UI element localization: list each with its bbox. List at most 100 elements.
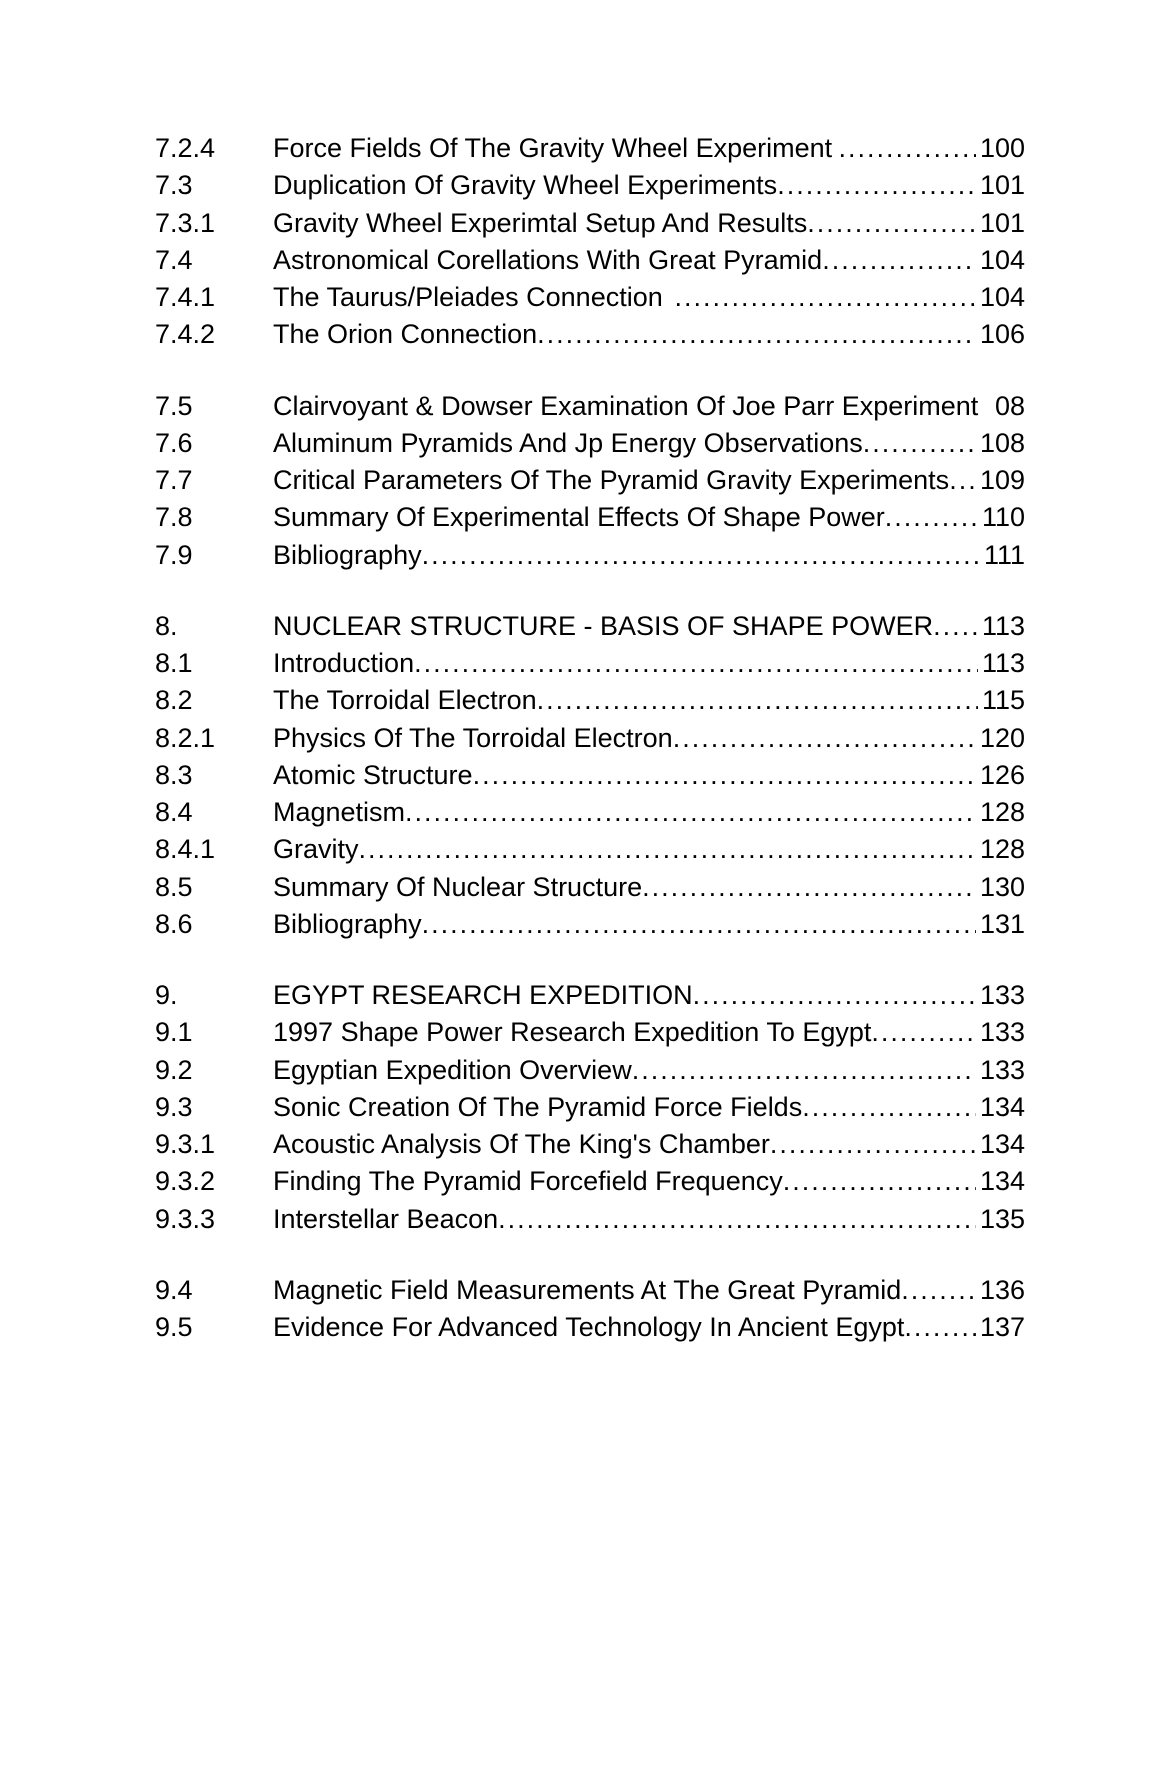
toc-entry-number: 7.5	[155, 388, 273, 425]
toc-leader-dots	[422, 537, 980, 574]
toc-entry-title: The Torroidal Electron	[273, 682, 537, 719]
toc-leader-dots	[770, 1126, 976, 1163]
toc-entry-number: 9.5	[155, 1309, 273, 1346]
toc-entry-number: 8.3	[155, 757, 273, 794]
toc-leader-dots	[901, 1272, 976, 1309]
toc-entry: 9.EGYPT RESEARCH EXPEDITION133	[155, 977, 1025, 1014]
toc-entry-title: Summary Of Nuclear Structure	[273, 869, 642, 906]
toc-entry: 9.5Evidence For Advanced Technology In A…	[155, 1309, 1025, 1346]
toc-entry-number: 8.5	[155, 869, 273, 906]
toc-leader-dots	[693, 977, 976, 1014]
toc-entry-title: Gravity Wheel Experimtal Setup And Resul…	[273, 205, 807, 242]
toc-entry: 9.3Sonic Creation Of The Pyramid Force F…	[155, 1089, 1025, 1126]
toc-entry: 7.2.4Force Fields Of The Gravity Wheel E…	[155, 130, 1025, 167]
toc-entry-page: 106	[976, 316, 1025, 353]
toc-entry-page: 133	[976, 1052, 1025, 1089]
toc-entry-number: 8.1	[155, 645, 273, 682]
toc-entry-title: Atomic Structure	[273, 757, 473, 794]
toc-entry: 7.4Astronomical Corellations With Great …	[155, 242, 1025, 279]
toc-entry-number: 7.4.2	[155, 316, 273, 353]
toc-entry-page: 108	[976, 425, 1025, 462]
toc-entry-page: 126	[976, 757, 1025, 794]
toc-leader-dots	[473, 757, 976, 794]
toc-entry-page: 128	[976, 794, 1025, 831]
toc-leader-dots	[359, 831, 976, 868]
toc-entry-title: Acoustic Analysis Of The King's Chamber	[273, 1126, 770, 1163]
toc-leader-dots	[822, 242, 976, 279]
toc-entry-number: 8.	[155, 608, 273, 645]
toc-leader-dots	[904, 1309, 976, 1346]
toc-entry-page: 135	[976, 1201, 1025, 1238]
toc-entry-number: 7.3	[155, 167, 273, 204]
toc-leader-dots	[405, 794, 976, 831]
toc-entry: 7.8Summary Of Experimental Effects Of Sh…	[155, 499, 1025, 536]
toc-entry-title: Magnetism	[273, 794, 405, 831]
toc-entry-title: Finding The Pyramid Forcefield Frequency	[273, 1163, 783, 1200]
toc-entry-title: Bibliography	[273, 537, 422, 574]
toc-entry: 8.2The Torroidal Electron115	[155, 682, 1025, 719]
toc-entry-title: Evidence For Advanced Technology In Anci…	[273, 1309, 904, 1346]
toc-entry-page: 136	[976, 1272, 1025, 1309]
toc-entry-page: 133	[976, 1014, 1025, 1051]
toc-entry-title: Astronomical Corellations With Great Pyr…	[273, 242, 822, 279]
toc-entry-page: 134	[976, 1089, 1025, 1126]
toc-entry: 7.5Clairvoyant & Dowser Examination Of J…	[155, 388, 1025, 425]
toc-entry: 9.4Magnetic Field Measurements At The Gr…	[155, 1272, 1025, 1309]
toc-leader-dots	[537, 316, 976, 353]
toc-entry: 9.3.2Finding The Pyramid Forcefield Freq…	[155, 1163, 1025, 1200]
toc-entry-page: 131	[976, 906, 1025, 943]
toc-leader-dots	[673, 720, 976, 757]
toc-entry-title: Critical Parameters Of The Pyramid Gravi…	[273, 462, 949, 499]
toc-entry: 7.6Aluminum Pyramids And Jp Energy Obser…	[155, 425, 1025, 462]
toc-entry-number: 9.2	[155, 1052, 273, 1089]
toc-entry-number: 8.2.1	[155, 720, 273, 757]
toc-group: 9.4Magnetic Field Measurements At The Gr…	[155, 1272, 1025, 1347]
toc-leader-dots	[642, 869, 976, 906]
toc-entry-page: 137	[976, 1309, 1025, 1346]
toc-entry-title: EGYPT RESEARCH EXPEDITION	[273, 977, 693, 1014]
toc-entry-title: Duplication Of Gravity Wheel Experiments	[273, 167, 777, 204]
toc-entry-title: Interstellar Beacon	[273, 1201, 498, 1238]
toc-group: 8.NUCLEAR STRUCTURE - BASIS OF SHAPE POW…	[155, 608, 1025, 943]
toc-entry-number: 7.9	[155, 537, 273, 574]
toc-entry-title: Magnetic Field Measurements At The Great…	[273, 1272, 901, 1309]
toc-entry-page: 133	[976, 977, 1025, 1014]
toc-leader-dots	[783, 1163, 976, 1200]
toc-entry-number: 7.4.1	[155, 279, 273, 316]
toc-entry: 8.5Summary Of Nuclear Structure130	[155, 869, 1025, 906]
toc-entry: 9.11997 Shape Power Research Expedition …	[155, 1014, 1025, 1051]
toc-leader-dots	[949, 462, 976, 499]
toc-entry-number: 9.3.1	[155, 1126, 273, 1163]
toc-entry-page: 134	[976, 1126, 1025, 1163]
toc-entry-number: 9.4	[155, 1272, 273, 1309]
toc-leader-dots	[802, 1089, 976, 1126]
toc-entry-title: Sonic Creation Of The Pyramid Force Fiel…	[273, 1089, 802, 1126]
toc-entry-title: Physics Of The Torroidal Electron	[273, 720, 673, 757]
toc-leader-dots	[838, 130, 976, 167]
toc-entry: 7.3.1Gravity Wheel Experimtal Setup And …	[155, 205, 1025, 242]
toc-entry: 7.7Critical Parameters Of The Pyramid Gr…	[155, 462, 1025, 499]
toc-entry-title: Gravity	[273, 831, 359, 868]
toc-entry-page: 113	[978, 608, 1025, 645]
toc-entry-number: 9.1	[155, 1014, 273, 1051]
toc-entry-page: 110	[978, 499, 1025, 536]
toc-entry-number: 9.3.2	[155, 1163, 273, 1200]
toc-entry-number: 8.4	[155, 794, 273, 831]
toc-entry: 8.2.1Physics Of The Torroidal Electron12…	[155, 720, 1025, 757]
toc-entry-page: 111	[980, 537, 1025, 574]
toc-entry: 7.4.1The Taurus/Pleiades Connection104	[155, 279, 1025, 316]
toc-leader-dots	[871, 1014, 976, 1051]
toc-entry: 7.9Bibliography 111	[155, 537, 1025, 574]
toc-leader-dots	[885, 499, 978, 536]
toc-entry: 8.3Atomic Structure 126	[155, 757, 1025, 794]
toc-entry-page: 08	[991, 388, 1025, 425]
toc-entry-page: 128	[976, 831, 1025, 868]
toc-leader-dots	[498, 1201, 976, 1238]
toc-entry: 9.2Egyptian Expedition Overview133	[155, 1052, 1025, 1089]
toc-entry: 8.4.1Gravity128	[155, 831, 1025, 868]
toc-leader-dots	[777, 167, 976, 204]
toc-entry-number: 9.3.3	[155, 1201, 273, 1238]
toc-entry-title: Aluminum Pyramids And Jp Energy Observat…	[273, 425, 863, 462]
toc-entry-page: 115	[978, 682, 1025, 719]
toc-entry-page: 109	[976, 462, 1025, 499]
